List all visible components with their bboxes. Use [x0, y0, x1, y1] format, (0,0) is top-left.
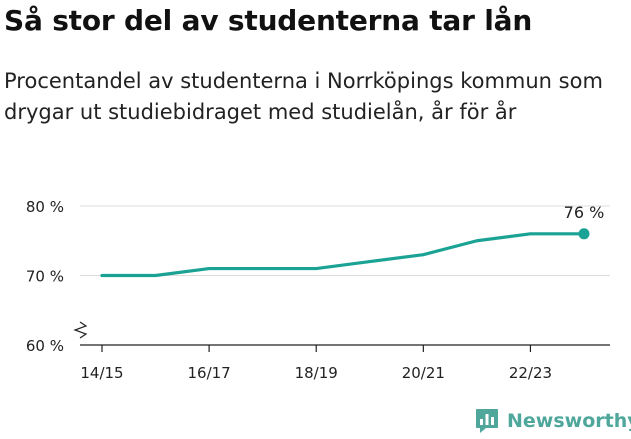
y-tick-label: 70 %	[26, 268, 64, 286]
x-tick-label: 20/21	[402, 364, 445, 382]
x-tick-label: 14/15	[80, 364, 123, 382]
series-line	[100, 232, 586, 278]
x-tick-label: 22/23	[509, 364, 552, 382]
data-point-last	[578, 228, 590, 240]
brand-logo: Newsworthy	[475, 408, 631, 434]
axis-break-icon	[73, 321, 88, 339]
y-tick-label: 60 %	[26, 337, 64, 355]
chart-subtitle: Procentandel av studenterna i Norrköping…	[4, 69, 603, 124]
x-tick-label: 18/19	[295, 364, 338, 382]
chart-title: Så stor del av studenterna tar lån	[4, 4, 533, 37]
x-tick-label: 16/17	[187, 364, 230, 382]
brand-name: Newsworthy	[507, 410, 631, 432]
y-tick-label: 80 %	[26, 198, 64, 216]
bar-chart-speech-bubble-icon	[476, 409, 498, 433]
data-label: 76 %	[564, 203, 605, 222]
